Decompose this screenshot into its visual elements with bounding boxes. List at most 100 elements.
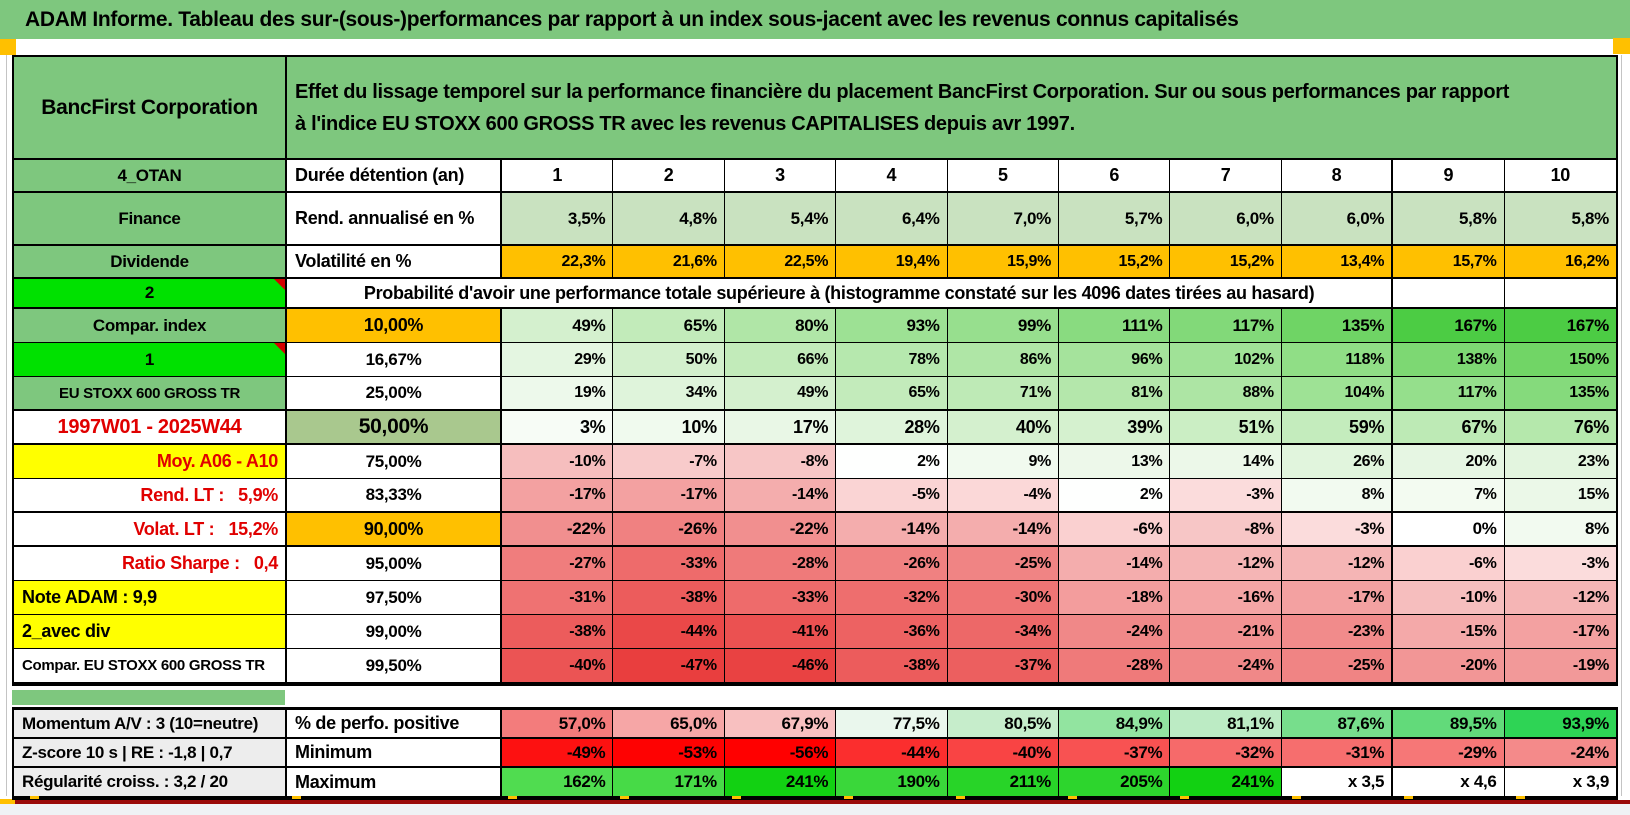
value-cell: -37%: [947, 649, 1059, 683]
value-cell: 171%: [613, 768, 725, 797]
value-cell: -37%: [1059, 739, 1171, 768]
row-label: Régularité croiss. : 3,2 / 20: [14, 768, 287, 797]
value-cell: -3%: [1170, 479, 1282, 513]
row-label: 2_avec div: [14, 615, 287, 649]
row-duree-detention: 4_OTAN Durée détention (an) 1 2 3 4 5 6 7 8 9 10: [14, 160, 1616, 193]
value-cell: 77,5%: [836, 710, 948, 739]
row-header: Minimum: [287, 739, 502, 768]
value-cell: -17%: [1504, 615, 1616, 649]
row-header: 99,00%: [287, 615, 502, 649]
value-cell: 205%: [1059, 768, 1171, 797]
value-cell: -33%: [724, 581, 837, 615]
value-cell: x 3,5: [1281, 768, 1394, 797]
value-cell: 117%: [1393, 377, 1505, 411]
value-cell: 2%: [1059, 479, 1171, 513]
value-cell: -27%: [502, 547, 614, 581]
row-header: 97,50%: [287, 581, 502, 615]
row-label: Moy. A06 - A10: [14, 445, 287, 479]
value-cell: 211%: [947, 768, 1059, 797]
value-cell: 1: [502, 160, 614, 193]
clipped-row-mark: [1068, 796, 1077, 799]
value-cell: 102%: [1170, 343, 1282, 377]
description-line-2: à l'indice EU STOXX 600 GROSS TR avec le…: [295, 112, 1075, 135]
value-cell: 67%: [1393, 411, 1505, 445]
value-cell: 49%: [724, 377, 837, 411]
value-cell: 28%: [836, 411, 948, 445]
row-p90: Volat. LT : 15,2% 90,00% -22% -26% -22% -14% -…: [14, 513, 1616, 547]
value-cell: -53%: [613, 739, 725, 768]
row-label: 1: [14, 343, 287, 377]
value-cell: -30%: [947, 581, 1059, 615]
value-cell: 2: [613, 160, 725, 193]
value-cell: 39%: [1059, 411, 1171, 445]
value-cell: 84,9%: [1059, 710, 1171, 739]
value-cell: 15,9%: [947, 246, 1059, 279]
value-cell: -38%: [502, 615, 614, 649]
value-cell: 81,1%: [1170, 710, 1282, 739]
value-cell: -32%: [1170, 739, 1282, 768]
value-cell: -23%: [1281, 615, 1394, 649]
value-cell: -24%: [1059, 615, 1171, 649]
value-cell: -12%: [1170, 547, 1282, 581]
value-cell: 15%: [1504, 479, 1616, 513]
clipped-row-mark: [620, 796, 629, 799]
clipped-row-mark: [732, 796, 741, 799]
value-cell: 23%: [1504, 445, 1616, 479]
value-cell: 3,5%: [502, 193, 614, 246]
value-cell: 104%: [1281, 377, 1394, 411]
main-table-block: BancFirst Corporation Effet du lissage t…: [12, 55, 1618, 686]
value-cell: 22,3%: [502, 246, 614, 279]
row-header: 10,00%: [287, 309, 502, 343]
value-cell: -10%: [1393, 581, 1505, 615]
row-maximum: Régularité croiss. : 3,2 / 20 Maximum 162%…: [14, 768, 1616, 797]
left-margin-line: [6, 55, 7, 796]
clipped-row-mark: [1292, 796, 1301, 799]
value-cell: -8%: [724, 445, 837, 479]
value-cell: -47%: [613, 649, 725, 683]
value-cell: 15,2%: [1170, 246, 1282, 279]
value-cell: x 4,6: [1393, 768, 1505, 797]
row-p16-67: 1 16,67% 29% 50% 66% 78% 86% 96% 102% 118% 138% 150…: [14, 343, 1616, 377]
row-minimum: Z-score 10 s | RE : -1,8 | 0,7 Minimum -49…: [14, 739, 1616, 768]
row-label: Compar. index: [14, 309, 287, 343]
value-cell: 111%: [1059, 309, 1171, 343]
row-label: Volat. LT : 15,2%: [14, 513, 287, 547]
clipped-row-mark: [956, 796, 965, 799]
value-cell: 118%: [1281, 343, 1394, 377]
row-rendement-annualise: Finance Rend. annualisé en % 3,5% 4,8% 5,4% 6…: [14, 193, 1616, 246]
value-cell: -36%: [836, 615, 948, 649]
value-cell: -6%: [1059, 513, 1171, 547]
value-cell: 17%: [724, 411, 837, 445]
value-cell: 167%: [1504, 309, 1616, 343]
value-cell: 57,0%: [502, 710, 614, 739]
row-perf-positive: Momentum A/V : 3 (10=neutre)% de perfo. …: [14, 710, 1616, 739]
instrument-name-cell: BancFirst Corporation: [14, 57, 287, 160]
bottom-rule: [15, 800, 1630, 804]
value-cell: 150%: [1504, 343, 1616, 377]
row-volatilite: Dividende Volatilité en % 22,3% 21,6% 22,5% 1…: [14, 246, 1616, 279]
value-cell: -17%: [1281, 581, 1394, 615]
clipped-row-mark: [292, 796, 301, 799]
value-cell: 7: [1170, 160, 1282, 193]
value-cell: -41%: [724, 615, 837, 649]
clipped-row-mark: [30, 796, 39, 799]
value-cell: 99%: [947, 309, 1059, 343]
value-cell: -22%: [502, 513, 614, 547]
value-cell: -19%: [1504, 649, 1616, 683]
value-cell: 21,6%: [613, 246, 725, 279]
value-cell: 78%: [836, 343, 948, 377]
value-cell: -28%: [724, 547, 837, 581]
row-p99: 2_avec div 99,00% -38% -44% -41% -36% -34% -24%…: [14, 615, 1616, 649]
value-cell: 241%: [724, 768, 837, 797]
value-cell: 0%: [1393, 513, 1505, 547]
performance-table: BancFirst Corporation Effet du lissage t…: [12, 55, 1618, 800]
empty-cell: [1393, 279, 1505, 309]
value-cell: -38%: [836, 649, 948, 683]
row-p95: Ratio Sharpe : 0,4 95,00% -27% -33% -28% -26%…: [14, 547, 1616, 581]
value-cell: 167%: [1393, 309, 1505, 343]
value-cell: 190%: [836, 768, 948, 797]
value-cell: 2%: [836, 445, 948, 479]
value-cell: -28%: [1059, 649, 1171, 683]
value-cell: 8: [1281, 160, 1394, 193]
value-cell: 59%: [1281, 411, 1394, 445]
